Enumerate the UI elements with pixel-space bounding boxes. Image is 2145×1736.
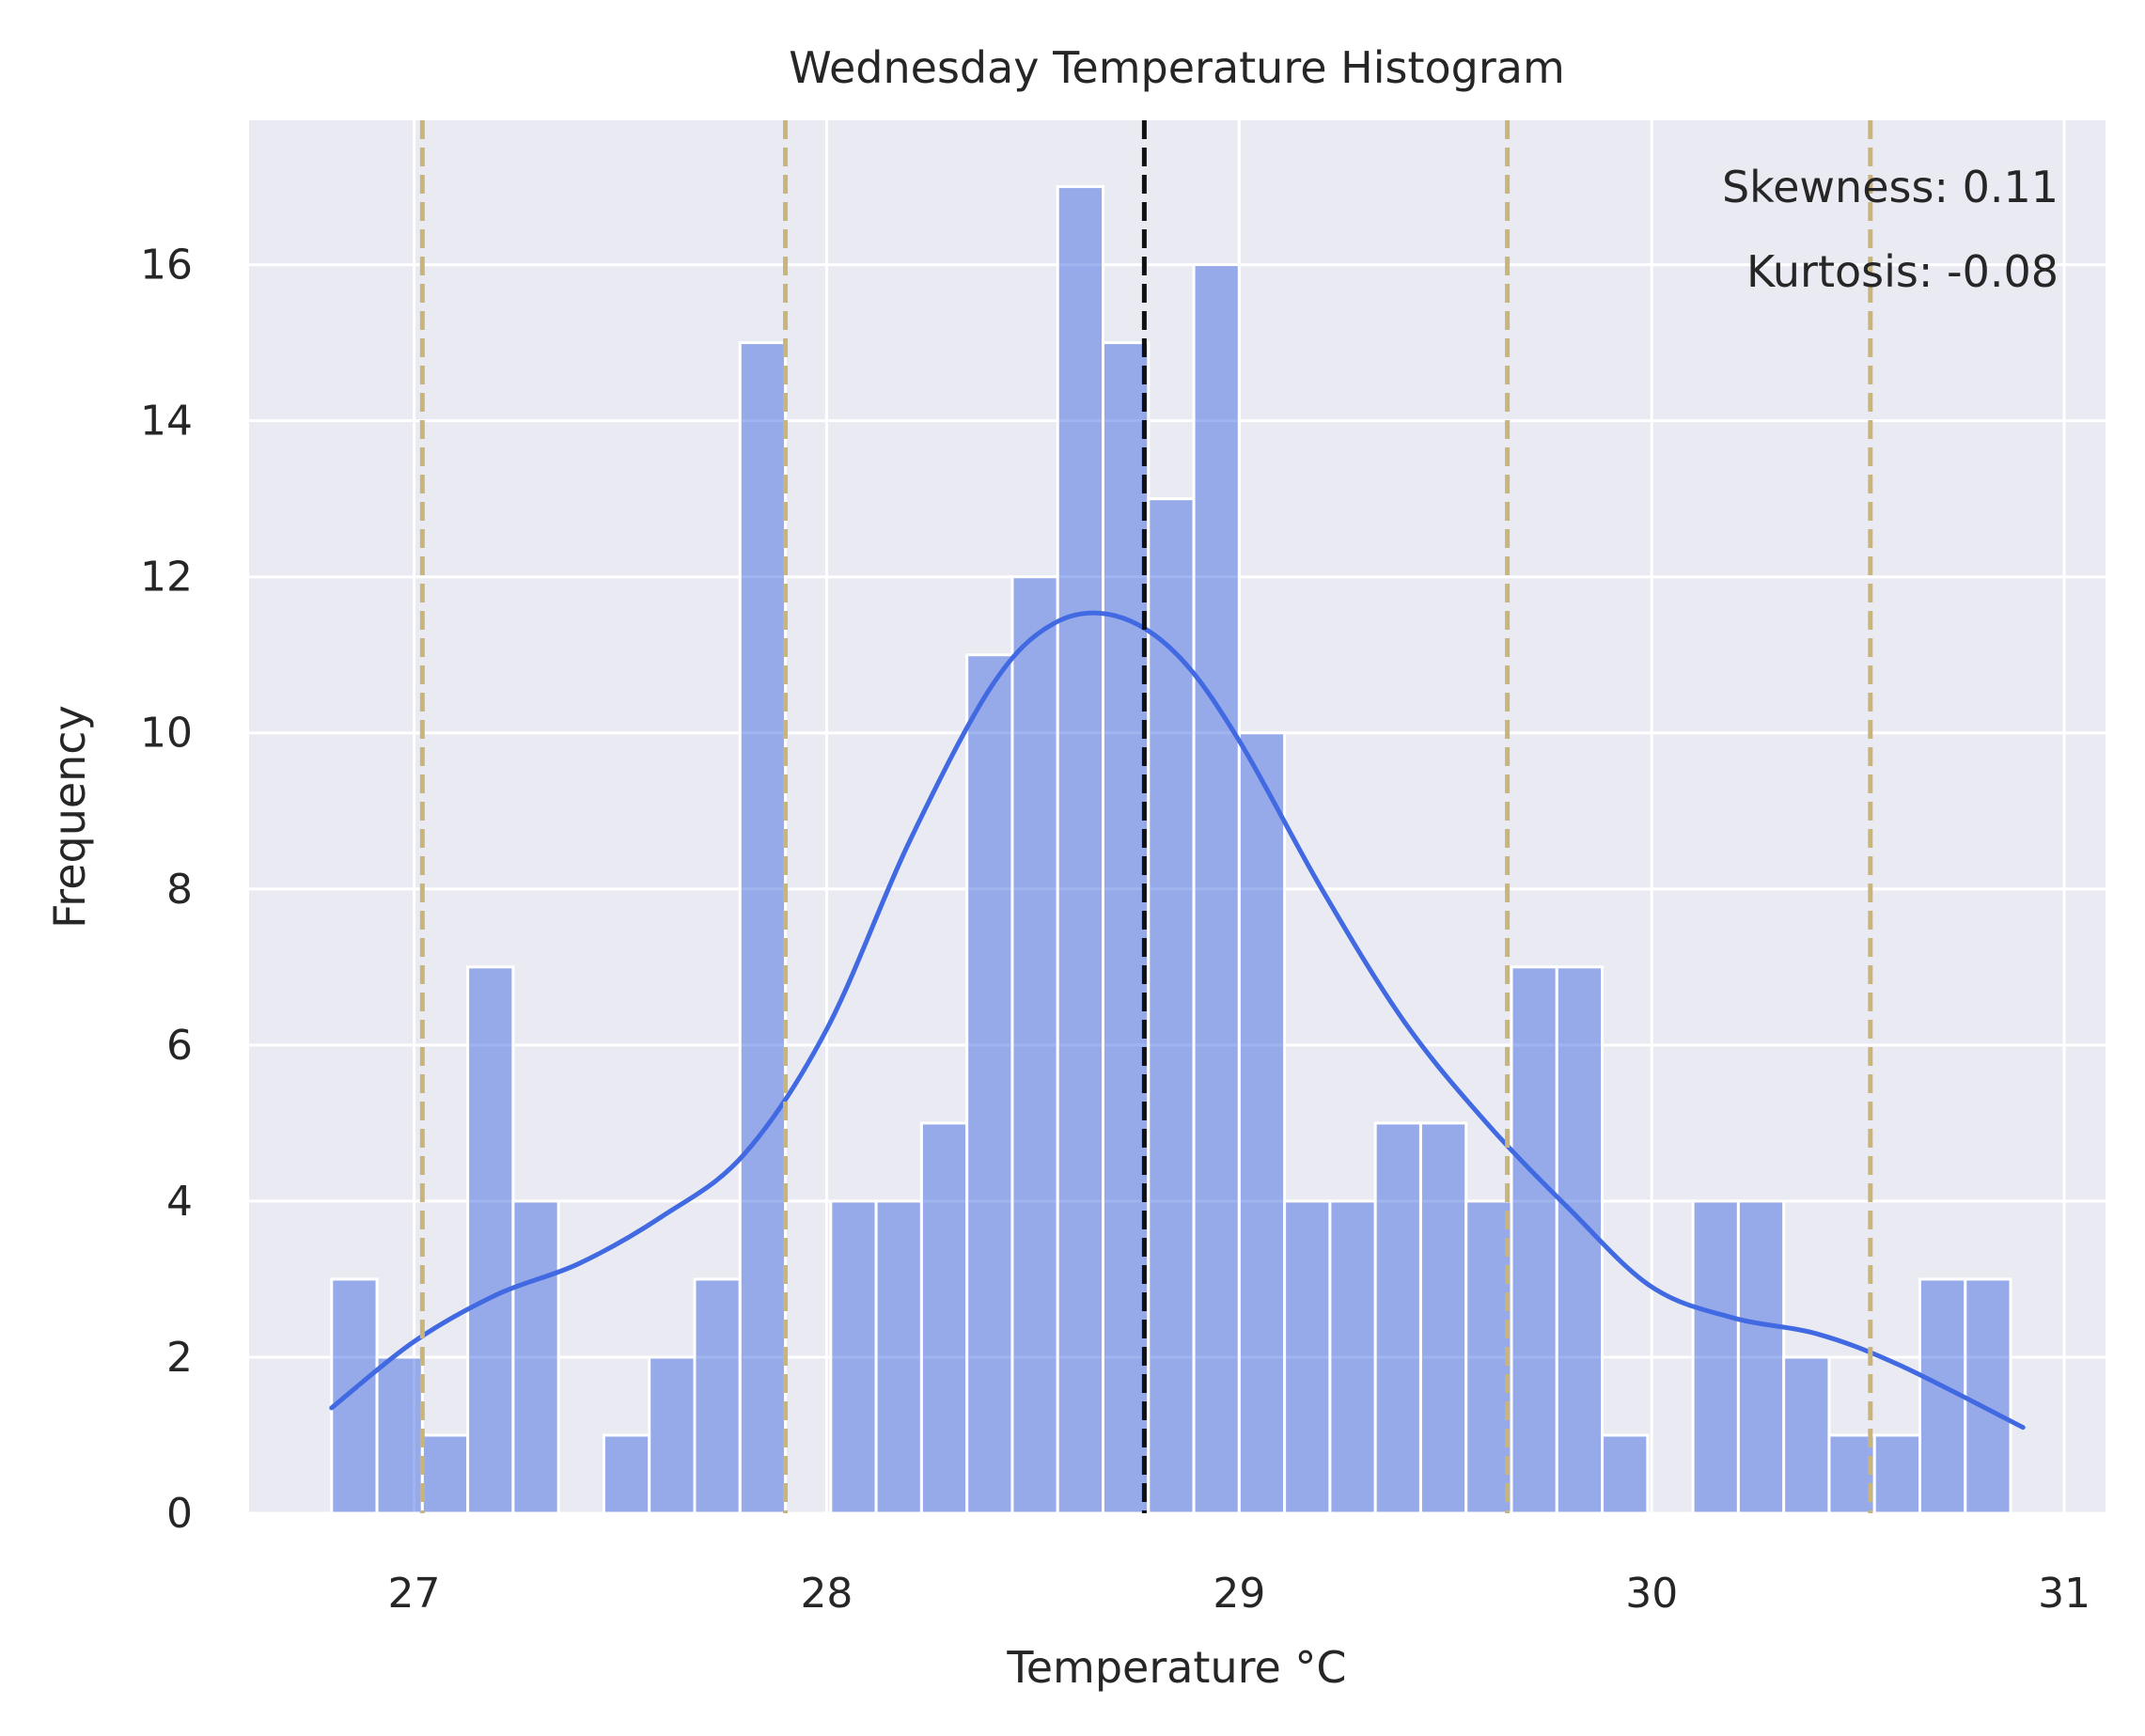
y-tick-label: 2 <box>166 1334 193 1382</box>
histogram-bar <box>1283 1199 1332 1515</box>
histogram-bar <box>1328 1199 1377 1515</box>
histogram-bar <box>829 1199 878 1515</box>
histogram-bar <box>874 1199 923 1515</box>
y-tick-label: 8 <box>166 866 193 914</box>
histogram-bar <box>1510 965 1558 1515</box>
histogram-bar <box>648 1355 697 1515</box>
histogram-bar <box>1872 1433 1921 1515</box>
histogram-bar <box>1102 341 1151 1515</box>
y-tick-label: 4 <box>166 1178 193 1226</box>
kurtosis-annotation: Kurtosis: -0.08 <box>1746 246 2059 297</box>
y-tick-label: 14 <box>140 398 193 446</box>
histogram-bar <box>466 965 515 1515</box>
histogram-bar <box>375 1355 424 1515</box>
histogram-bar <box>1964 1277 2012 1515</box>
histogram-bar <box>1555 965 1605 1515</box>
x-tick-label: 29 <box>1213 1570 1265 1618</box>
histogram-bar <box>1464 1199 1513 1515</box>
y-tick-label: 10 <box>140 710 193 758</box>
histogram-bar <box>1056 185 1104 1515</box>
histogram-bar <box>1373 1121 1422 1515</box>
histogram-bar <box>511 1199 560 1515</box>
histogram-bar <box>1192 263 1241 1515</box>
x-tick-label: 27 <box>388 1570 441 1618</box>
histogram-bar <box>693 1277 742 1515</box>
x-tick-label: 31 <box>2038 1570 2090 1618</box>
histogram-bar <box>1782 1355 1831 1515</box>
histogram-bar <box>1237 731 1287 1515</box>
y-tick-label: 6 <box>166 1022 193 1070</box>
histogram-bar <box>330 1277 379 1515</box>
histogram-bar <box>1010 575 1059 1515</box>
tick-labels: 27 28 29 30 31 0 2 4 6 8 10 12 14 16 <box>140 242 2090 1618</box>
kde-curve <box>329 610 2026 1431</box>
histogram-bar <box>420 1433 470 1515</box>
x-tick-label: 28 <box>800 1570 853 1618</box>
y-axis-label: Frequency <box>44 705 95 929</box>
histogram-bar <box>965 653 1014 1515</box>
histogram-bars <box>330 185 2012 1515</box>
x-tick-label: 30 <box>1625 1570 1678 1618</box>
histogram-bar <box>1691 1199 1740 1515</box>
histogram-bar <box>1827 1433 1876 1515</box>
histogram-bar <box>1418 1121 1468 1515</box>
histogram-bar <box>602 1433 651 1515</box>
histogram-bar <box>1736 1199 1786 1515</box>
histogram-bar <box>919 1121 969 1515</box>
histogram-bar <box>738 341 788 1515</box>
y-tick-label: 12 <box>140 554 193 602</box>
histogram-bar <box>1601 1433 1650 1515</box>
x-axis-label: Temperature °C <box>1006 1642 1346 1693</box>
kde-line <box>329 610 2026 1431</box>
y-tick-label: 0 <box>166 1490 193 1538</box>
skewness-annotation: Skewness: 0.11 <box>1722 162 2059 212</box>
chart-title: Wednesday Temperature Histogram <box>789 42 1565 93</box>
y-tick-label: 16 <box>140 242 193 289</box>
reference-lines <box>419 120 1873 1513</box>
